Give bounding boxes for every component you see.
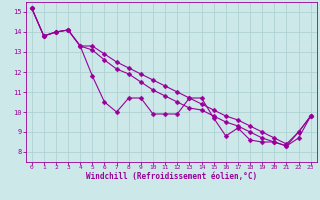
X-axis label: Windchill (Refroidissement éolien,°C): Windchill (Refroidissement éolien,°C) bbox=[86, 172, 257, 181]
